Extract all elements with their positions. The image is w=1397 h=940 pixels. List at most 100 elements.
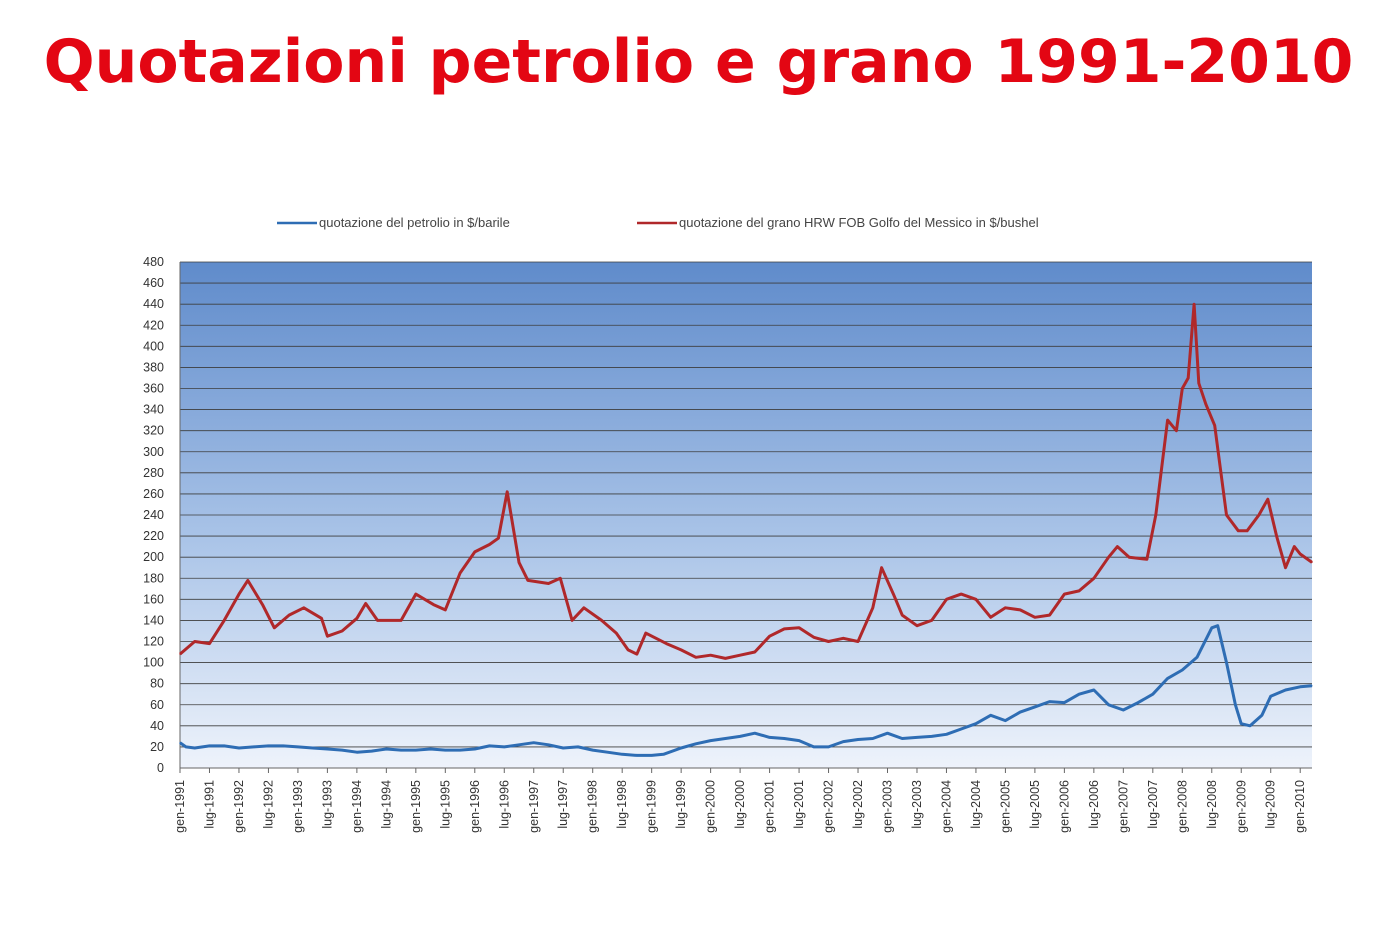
x-tick-label: gen-1997 [527, 780, 541, 833]
data-point [326, 748, 328, 750]
x-tick-label: gen-1995 [409, 780, 423, 833]
data-point [1078, 590, 1080, 592]
data-point [474, 748, 476, 750]
data-point [415, 593, 417, 595]
y-tick-label: 200 [143, 550, 164, 564]
data-point [931, 735, 933, 738]
data-point [680, 747, 682, 749]
data-point [1214, 424, 1216, 426]
y-tick-label: 440 [143, 297, 164, 311]
data-point [297, 746, 299, 748]
data-point [662, 753, 665, 755]
y-tick-label: 460 [143, 276, 164, 290]
data-point [724, 737, 727, 740]
data-point [208, 745, 211, 747]
x-tick-label: gen-1999 [645, 780, 659, 833]
legend-label: quotazione del petrolio in $/barile [319, 215, 510, 230]
data-point [754, 732, 756, 734]
data-point [432, 604, 435, 606]
data-point [1267, 498, 1269, 500]
data-point [238, 747, 240, 749]
x-tick-label: lug-1996 [497, 780, 511, 829]
data-point [627, 649, 629, 651]
y-tick-label: 300 [143, 445, 164, 459]
data-point [1225, 514, 1228, 516]
line-chart: quotazione del petrolio in $/barile quota… [143, 215, 1313, 833]
y-tick-label: 40 [150, 719, 164, 733]
page-title: Quotazioni petrolio e grano 1991-2010 [43, 27, 1354, 97]
data-point [312, 747, 314, 749]
data-point [901, 614, 903, 616]
data-point [533, 742, 535, 744]
data-point [601, 619, 603, 621]
data-point [901, 737, 903, 740]
data-point [400, 619, 402, 621]
data-point [592, 749, 594, 751]
x-tick-label: lug-1994 [379, 780, 393, 829]
data-point [1155, 514, 1157, 516]
x-tick-label: gen-1998 [586, 780, 600, 833]
data-point [1198, 382, 1200, 384]
data-point [1034, 616, 1036, 618]
y-tick-label: 220 [143, 529, 164, 543]
data-point [990, 616, 992, 618]
data-point [577, 746, 579, 748]
data-point [1034, 706, 1036, 708]
data-point [1122, 709, 1124, 711]
data-point [881, 567, 883, 569]
data-point [488, 543, 491, 546]
data-point [562, 747, 564, 749]
data-point [872, 607, 874, 609]
data-point [488, 745, 491, 747]
data-point [916, 625, 918, 627]
data-point [518, 561, 520, 563]
data-point [872, 737, 874, 740]
x-tick-label: gen-1991 [173, 780, 187, 833]
data-point [813, 746, 815, 748]
x-tick-label: lug-1999 [674, 780, 688, 829]
data-point [320, 617, 323, 619]
data-point [945, 598, 948, 600]
data-point [783, 628, 785, 630]
data-point [1116, 546, 1118, 548]
x-tick-label: lug-2007 [1146, 780, 1160, 829]
data-point [1217, 625, 1219, 627]
data-point [827, 746, 830, 748]
data-point [1234, 704, 1236, 706]
data-point [527, 579, 529, 581]
data-point [975, 598, 977, 600]
y-tick-label: 340 [143, 403, 164, 417]
data-point [326, 635, 328, 637]
y-tick-label: 100 [143, 656, 164, 670]
x-tick-label: gen-2007 [1116, 780, 1130, 833]
data-point [583, 607, 585, 609]
x-tick-label: lug-2003 [910, 780, 924, 829]
series-line-1 [179, 302, 1313, 660]
y-tick-label: 0 [157, 761, 164, 775]
data-point [1187, 377, 1189, 379]
data-point [1211, 627, 1213, 629]
y-tick-label: 60 [150, 698, 164, 712]
data-point [710, 654, 712, 656]
data-point [547, 582, 550, 585]
data-point [1225, 662, 1228, 664]
data-point [1240, 723, 1242, 725]
data-point [247, 579, 249, 581]
y-tick-label: 240 [143, 508, 164, 522]
data-point [194, 747, 196, 749]
data-point [651, 754, 653, 757]
data-point [886, 732, 889, 734]
x-tick-label: lug-1991 [202, 780, 216, 829]
data-point [1237, 530, 1239, 532]
data-point [1004, 720, 1007, 722]
data-point [1152, 693, 1154, 695]
data-point [621, 753, 623, 755]
data-point [1078, 693, 1080, 695]
x-tick-label: gen-2004 [939, 780, 953, 833]
x-tick-label: lug-2000 [733, 780, 747, 829]
data-point [931, 619, 933, 621]
data-point [288, 614, 290, 616]
data-point [185, 746, 187, 748]
data-point [960, 593, 962, 595]
x-tick-label: gen-2009 [1234, 780, 1248, 833]
